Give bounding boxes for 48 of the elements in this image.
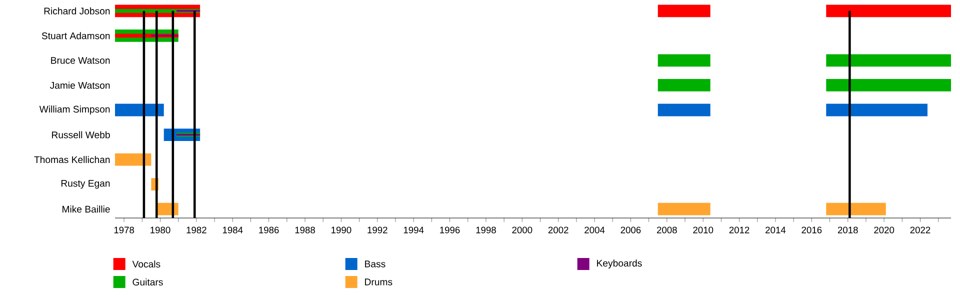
y-tick-label: Stuart Adamson [42, 32, 110, 40]
x-tick-label: 1988 [295, 226, 315, 234]
y-tick-label: Jamie Watson [50, 82, 110, 89]
x-tick-label: 2016 [802, 226, 822, 234]
x-tick-label: 2008 [656, 226, 677, 234]
y-tick-label: Bruce Watson [51, 57, 110, 64]
bar [658, 79, 710, 92]
bar [826, 54, 952, 67]
x-tick-label: 1998 [476, 226, 496, 234]
y-tick-label: Thomas Kellichan [34, 156, 110, 164]
bar [826, 104, 928, 116]
x-tick-label: 1982 [186, 226, 206, 234]
x-tick-label: 2020 [874, 226, 894, 234]
y-tick-label: Mike Baillie [62, 206, 110, 213]
y-tick-label: Richard Jobson [44, 7, 110, 14]
bar [658, 54, 710, 67]
x-tick-label: 1986 [259, 226, 279, 234]
x-tick-label: 2014 [766, 226, 786, 234]
x-tick-label: 1984 [222, 226, 243, 234]
x-tick-label: 1994 [404, 226, 424, 234]
legend-label: Bass [365, 260, 386, 268]
legend-label: Keyboards [597, 260, 642, 268]
x-tick-label: 1978 [114, 226, 134, 234]
bar [658, 202, 710, 216]
x-tick-label: 1992 [368, 226, 388, 234]
x-tick-label: 2004 [584, 226, 605, 234]
x-tick-label: 2012 [729, 226, 750, 234]
x-tick-label: 2000 [512, 226, 532, 234]
x-tick-label: 1996 [440, 226, 460, 234]
legend-label: Vocals [132, 260, 160, 268]
x-tick-label: 1990 [332, 226, 352, 234]
bar [826, 4, 952, 18]
bar [658, 4, 710, 18]
y-tick-label: Russell Webb [52, 131, 110, 138]
bar [658, 104, 710, 116]
bar [115, 153, 152, 166]
x-tick-label: 2018 [838, 226, 858, 234]
x-tick-label: 2006 [620, 226, 641, 234]
legend-label: Drums [365, 278, 392, 286]
y-tick-label: Rusty Egan [61, 180, 110, 189]
x-tick-label: 1980 [150, 226, 170, 234]
x-tick-label: 2002 [548, 226, 568, 234]
bar [826, 202, 886, 216]
legend-label: Guitars [132, 278, 163, 286]
x-tick-label: 2010 [693, 226, 714, 234]
x-tick-label: 2022 [910, 226, 930, 234]
bar [826, 79, 952, 92]
y-tick-label: William Simpson [39, 106, 110, 114]
